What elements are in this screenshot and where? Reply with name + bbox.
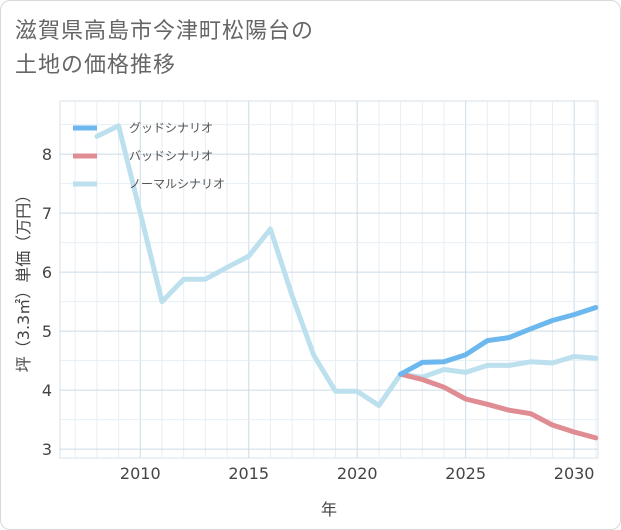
y-tick-label: 4	[42, 381, 52, 400]
x-tick-label: 2020	[337, 464, 378, 483]
x-tick-label: 2010	[120, 464, 161, 483]
y-axis-title: 坪（3.3㎡）単価（万円）	[14, 187, 33, 372]
legend-label-1: バッドシナリオ	[129, 149, 213, 163]
x-tick-label: 2025	[445, 464, 486, 483]
x-tick-label: 2015	[228, 464, 269, 483]
legend-label-2: ノーマルシナリオ	[129, 177, 225, 191]
series-line-0	[398, 305, 599, 377]
series-line-1	[398, 371, 599, 441]
x-axis-title: 年	[321, 500, 337, 519]
legend-label-0: グッドシナリオ	[129, 121, 213, 135]
title-line-2: 土地の価格推移	[15, 53, 177, 78]
y-tick-label: 7	[42, 204, 52, 223]
y-tick-label: 6	[42, 263, 52, 282]
chart-title: 滋賀県高島市今津町松陽台の 土地の価格推移	[15, 15, 575, 83]
x-tick-label: 2030	[554, 464, 595, 483]
y-tick-label: 8	[42, 145, 52, 164]
y-tick-label: 3	[42, 440, 52, 459]
y-tick-label: 5	[42, 322, 52, 341]
series-lines	[94, 123, 599, 441]
y-axis-ticks: 3 4 5 6 7 8	[42, 145, 52, 459]
title-line-1: 滋賀県高島市今津町松陽台の	[15, 19, 315, 44]
series-line-2	[94, 123, 599, 408]
x-axis-ticks: 2010 2015 2020 2025 2030	[120, 464, 595, 483]
plot-frame	[59, 100, 599, 459]
